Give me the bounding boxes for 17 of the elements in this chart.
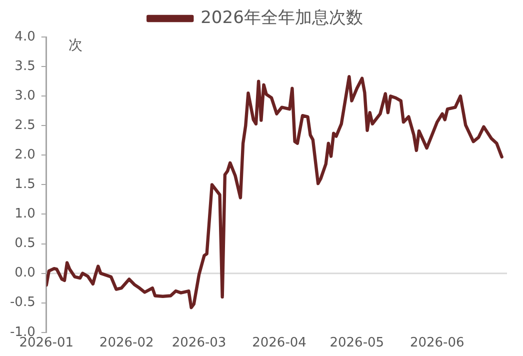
y-axis-title: 次 [68,38,82,54]
x-tick-label: 2026-03 [172,336,226,351]
y-tick-label: 3.0 [14,88,36,104]
y-tick-label: 0.0 [14,266,36,281]
y-tick-label: -0.5 [10,295,36,310]
x-tick-label: 2026-05 [330,336,384,351]
y-tick-label: 3.5 [14,58,36,74]
x-tick-label: 2026-02 [99,336,154,351]
y-tick-label: 2.5 [14,118,36,133]
y-tick-label: 1.0 [14,206,36,222]
y-tick-label: 4.0 [14,29,36,44]
y-tick-label: 0.5 [14,236,36,252]
x-tick-label: 2026-06 [410,336,464,351]
y-tick-label: 2.0 [14,148,36,163]
legend-label: 2026年全年加息次数 [200,8,363,28]
x-tick-label: 2026-04 [252,336,306,351]
y-tick-label: 1.5 [14,177,36,192]
